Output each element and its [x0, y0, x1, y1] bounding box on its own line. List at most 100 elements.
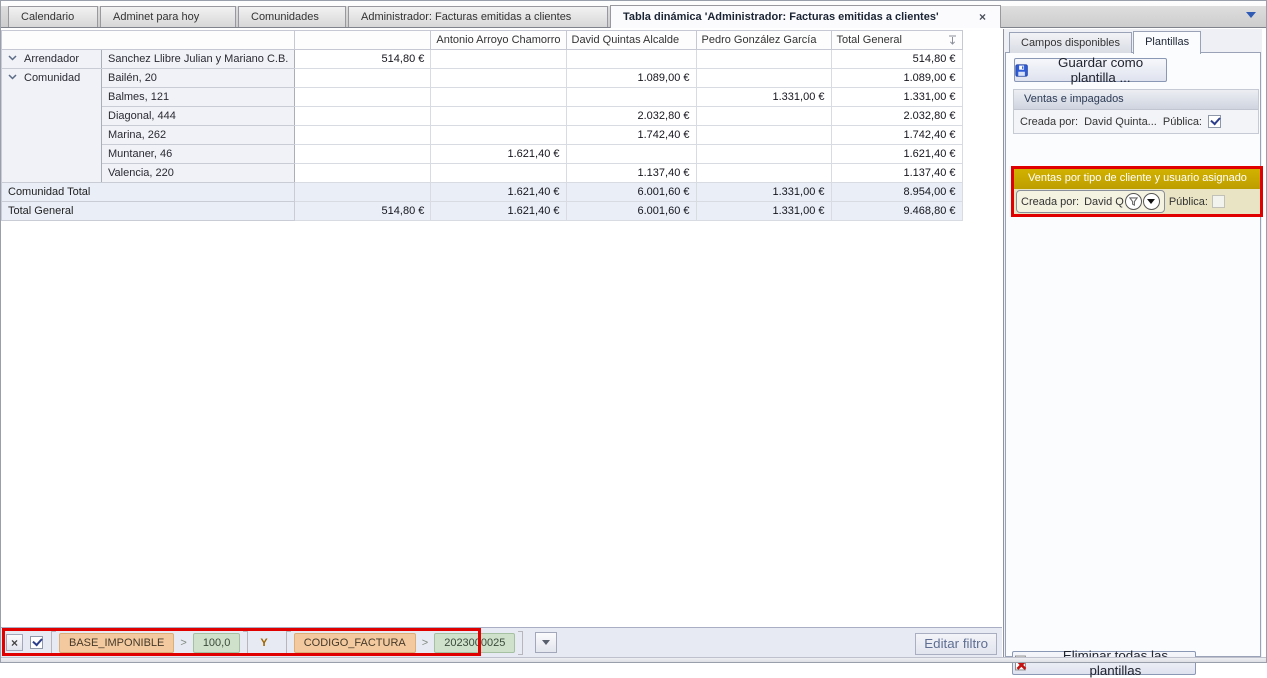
pivot-cell: 2.032,80 € [566, 107, 696, 126]
pivot-cell [295, 183, 431, 202]
public-checkbox[interactable] [1208, 115, 1221, 128]
filter-value-chip[interactable]: 2023000025 [434, 633, 515, 653]
pivot-cell: 1.331,00 € [696, 88, 831, 107]
filter-field-chip[interactable]: BASE_IMPONIBLE [59, 633, 174, 653]
pivot-cell: 514,80 € [295, 50, 431, 69]
pivot-cell: 514,80 € [295, 202, 431, 221]
public-label: Pública: [1169, 196, 1208, 208]
table-row-total: Comunidad Total 1.621,40 € 6.001,60 € 1.… [2, 183, 963, 202]
pivot-table: Antonio Arroyo Chamorro David Quintas Al… [1, 30, 963, 221]
close-icon[interactable]: × [977, 6, 988, 28]
filter-bar: × BASE_IMPONIBLE > 100,0 Y CODIGO_FACTUR… [0, 627, 1002, 657]
row-header[interactable]: Diagonal, 444 [102, 107, 295, 126]
pivot-cell: 8.954,00 € [831, 183, 962, 202]
filter-icon[interactable] [1125, 193, 1142, 210]
pivot-cell: 514,80 € [831, 50, 962, 69]
row-header[interactable]: Sanchez Llibre Julian y Mariano C.B. [102, 50, 295, 69]
row-header[interactable]: Marina, 262 [102, 126, 295, 145]
created-by-value: David Q [1084, 196, 1124, 208]
row-header[interactable]: Bailén, 20 [102, 69, 295, 88]
pivot-cell: 1.137,40 € [566, 164, 696, 183]
pivot-cell [431, 164, 566, 183]
column-header[interactable]: David Quintas Alcalde [566, 31, 696, 50]
pivot-cell [696, 126, 831, 145]
created-by-label: Creada por: [1021, 196, 1079, 208]
column-header[interactable]: Pedro González García [696, 31, 831, 50]
tab-campos-disponibles[interactable]: Campos disponibles [1009, 32, 1132, 53]
close-icon[interactable]: × [6, 634, 23, 651]
filter-join-operator[interactable]: Y [260, 637, 267, 649]
pivot-cell [431, 107, 566, 126]
pivot-corner [2, 31, 295, 50]
pivot-cell: 1.621,40 € [431, 145, 566, 164]
pivot-cell [696, 69, 831, 88]
tab-title: Tabla dinámica 'Administrador: Facturas … [623, 6, 939, 28]
tab-calendario[interactable]: Calendario [8, 6, 98, 27]
pivot-cell [696, 107, 831, 126]
pivot-cell: 1.742,40 € [566, 126, 696, 145]
pivot-cell [431, 126, 566, 145]
chevron-down-icon[interactable] [1246, 12, 1256, 18]
created-by-editor[interactable]: Creada por: David Q [1016, 190, 1165, 213]
filter-active-checkbox[interactable] [30, 636, 43, 649]
pivot-cell [566, 88, 696, 107]
pivot-cell [566, 50, 696, 69]
filter-field-chip[interactable]: CODIGO_FACTURA [294, 633, 416, 653]
dropdown-icon[interactable] [1143, 193, 1160, 210]
tab-plantillas[interactable]: Plantillas [1133, 31, 1201, 54]
sort-icon[interactable] [948, 35, 957, 45]
created-by-label: Creada por: [1020, 116, 1078, 128]
pivot-cell [431, 88, 566, 107]
pivot-cell: 9.468,80 € [831, 202, 962, 221]
row-group-arrendador[interactable]: Arrendador [2, 50, 102, 69]
row-header[interactable]: Muntaner, 46 [102, 145, 295, 164]
row-group-comunidad[interactable]: Comunidad [2, 69, 102, 183]
status-strip [0, 657, 1267, 663]
column-header-total[interactable]: Total General [831, 31, 962, 50]
template-name[interactable]: Ventas e impagados [1014, 90, 1258, 110]
save-template-button[interactable]: Guardar como plantilla ... [1014, 58, 1167, 82]
tab-comunidades[interactable]: Comunidades [238, 6, 346, 27]
pivot-cell [295, 145, 431, 164]
pivot-cell: 1.089,00 € [831, 69, 962, 88]
chevron-down-icon [542, 640, 550, 645]
template-ventas-por-tipo-highlighted[interactable]: Ventas por tipo de cliente y usuario asi… [1011, 166, 1263, 217]
created-by-value: David Quinta... [1084, 116, 1157, 128]
tab-tabla-dinamica-active[interactable]: Tabla dinámica 'Administrador: Facturas … [610, 5, 1001, 28]
pivot-cell: 1.742,40 € [831, 126, 962, 145]
pivot-cell [431, 69, 566, 88]
pivot-cell [295, 88, 431, 107]
table-row: Diagonal, 444 2.032,80 € 2.032,80 € [2, 107, 963, 126]
filter-operator[interactable]: > [422, 637, 428, 649]
pivot-cell [696, 50, 831, 69]
column-header-blank[interactable] [295, 31, 431, 50]
row-header-total: Comunidad Total [2, 183, 295, 202]
pivot-cell: 1.089,00 € [566, 69, 696, 88]
tab-administrador-facturas[interactable]: Administrador: Facturas emitidas a clien… [348, 6, 608, 27]
pivot-cell [295, 164, 431, 183]
filter-value-chip[interactable]: 100,0 [193, 633, 241, 653]
pivot-cell: 1.621,40 € [831, 145, 962, 164]
template-ventas-e-impagados[interactable]: Ventas e impagados Creada por: David Qui… [1013, 89, 1259, 134]
pivot-cell: 1.621,40 € [431, 202, 566, 221]
pivot-cell: 1.331,00 € [696, 183, 831, 202]
bracket-open [286, 631, 291, 655]
table-row-grand-total: Total General 514,80 € 1.621,40 € 6.001,… [2, 202, 963, 221]
filter-dropdown-button[interactable] [535, 632, 557, 653]
expand-icon[interactable] [8, 74, 17, 80]
edit-filter-button[interactable]: Editar filtro [915, 633, 997, 655]
table-row: Valencia, 220 1.137,40 € 1.137,40 € [2, 164, 963, 183]
expand-icon[interactable] [8, 55, 17, 61]
column-header[interactable]: Antonio Arroyo Chamorro [431, 31, 566, 50]
tab-adminet-para-hoy[interactable]: Adminet para hoy [100, 6, 236, 27]
public-checkbox[interactable] [1212, 195, 1225, 208]
pivot-cell [696, 164, 831, 183]
pivot-cell: 1.331,00 € [696, 202, 831, 221]
delete-all-templates-button[interactable]: Eliminar todas las plantillas [1012, 651, 1196, 675]
table-row: Comunidad Bailén, 20 1.089,00 € 1.089,00… [2, 69, 963, 88]
template-name[interactable]: Ventas por tipo de cliente y usuario asi… [1014, 169, 1260, 189]
row-header[interactable]: Balmes, 121 [102, 88, 295, 107]
row-header[interactable]: Valencia, 220 [102, 164, 295, 183]
pivot-cell: 1.137,40 € [831, 164, 962, 183]
filter-operator[interactable]: > [180, 637, 186, 649]
